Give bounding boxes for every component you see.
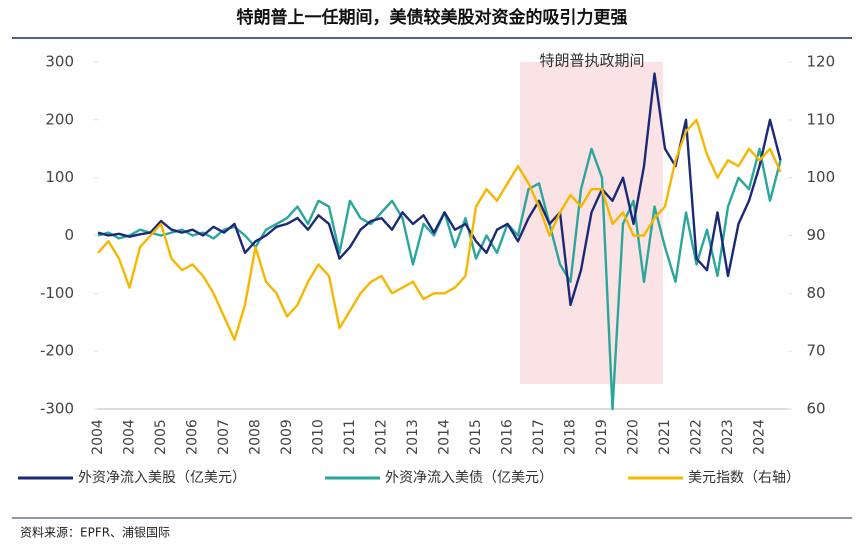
line-series	[97, 147, 782, 411]
x-tick-label: 2009	[279, 419, 295, 455]
x-tick-label: 2022	[689, 419, 705, 455]
y-tick-label: 200	[45, 110, 74, 128]
y-tick-label: 0	[64, 226, 74, 244]
x-tick-label: 2018	[563, 419, 579, 455]
source: 资料来源：EPFR、浦银国际	[20, 526, 170, 540]
legend-label: 外资净流入美股（亿美元）	[78, 470, 246, 486]
x-tick-label: 2021	[657, 419, 673, 455]
chart-title: 特朗普上一任期间，美债较美股对资金的吸引力更强	[237, 7, 628, 28]
line-series	[97, 118, 782, 341]
y2-tick-label: 80	[807, 284, 826, 302]
x-tick-label: 2014	[437, 419, 453, 455]
x-tick-label: 2017	[531, 419, 547, 455]
x-tick-label: 2012	[374, 419, 390, 455]
y2-tick-label: 120	[807, 53, 836, 71]
x-tick-label: 2005	[153, 419, 169, 455]
x-tick-label: 2008	[248, 419, 264, 455]
x-tick-label: 2019	[594, 419, 610, 455]
x-tick-label: 2004	[90, 419, 106, 455]
y-tick-label: -200	[40, 342, 74, 360]
x-tick-label: 2016	[500, 419, 516, 455]
legend-label: 美元指数（右轴）	[688, 470, 800, 486]
x-tick-label: 2011	[342, 419, 358, 455]
x-tick-label: 2007	[216, 419, 232, 455]
x-tick-label: 2024	[752, 419, 768, 455]
y2-tick-label: 70	[807, 342, 826, 360]
shaded-period	[520, 62, 663, 384]
legend-label: 外资净流入美债（亿美元）	[385, 470, 553, 486]
annotation: 特朗普执政期间	[539, 52, 644, 70]
y-tick-label: 300	[45, 53, 74, 71]
y2-tick-label: 110	[807, 110, 836, 128]
x-tick-label: 2023	[720, 419, 736, 455]
y-tick-label: -300	[40, 400, 74, 418]
y-tick-label: -100	[40, 284, 74, 302]
y-tick-label: 100	[45, 168, 74, 186]
y2-tick-label: 60	[807, 400, 826, 418]
x-tick-label: 2013	[405, 419, 421, 455]
y2-tick-label: 100	[807, 168, 836, 186]
y2-tick-label: 90	[807, 226, 826, 244]
x-tick-label: 2015	[468, 419, 484, 455]
line-series	[97, 72, 782, 307]
x-tick-label: 2004	[122, 419, 138, 455]
x-tick-label: 2020	[626, 419, 642, 455]
x-tick-label: 2010	[311, 419, 327, 455]
x-tick-label: 2006	[185, 419, 201, 455]
